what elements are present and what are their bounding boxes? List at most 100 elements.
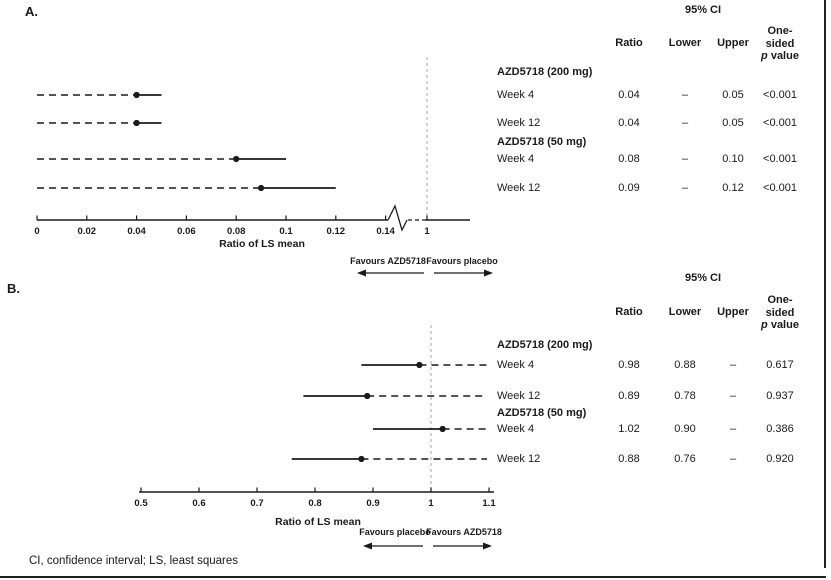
lower-value: – — [681, 89, 689, 101]
table-row: Week 12 0.88 0.76 – 0.920 — [497, 450, 829, 468]
one-sided-line2: sided — [765, 37, 795, 50]
lower-value: – — [681, 182, 689, 194]
row-label: Week 4 — [497, 359, 535, 371]
p-value: <0.001 — [763, 182, 797, 194]
abbreviations-footnote: CI, confidence interval; LS, least squar… — [29, 555, 239, 567]
group-name: AZD5718 (50 mg) — [497, 136, 587, 148]
p-italic: p — [761, 319, 768, 331]
p-value: <0.001 — [763, 89, 797, 101]
ratio-value: 0.89 — [618, 390, 640, 402]
svg-text:0.14: 0.14 — [376, 226, 395, 237]
row-label: Week 12 — [497, 453, 541, 465]
p-value: <0.001 — [763, 153, 797, 165]
lower-value: 0.78 — [674, 390, 696, 402]
p-italic: p — [761, 50, 768, 62]
svg-text:0.04: 0.04 — [127, 226, 146, 237]
ratio-value: 0.98 — [618, 359, 640, 371]
one-sided-line1: One- — [767, 294, 793, 306]
p-value: 0.920 — [766, 453, 794, 465]
x-axis-title-b: Ratio of LS mean — [275, 516, 361, 528]
favours-right-label-b: Favours AZD5718 — [426, 527, 502, 537]
table-group-header: AZD5718 (200 mg) — [497, 63, 829, 81]
row-label: Week 12 — [497, 182, 541, 194]
svg-text:0: 0 — [34, 226, 39, 237]
ratio-value: 1.02 — [618, 423, 640, 435]
svg-text:0.12: 0.12 — [327, 226, 346, 237]
ratio-column-header: Ratio — [615, 37, 643, 49]
row-label: Week 12 — [497, 117, 541, 129]
svg-text:1: 1 — [428, 498, 434, 509]
one-sided-p-column-header: One- sided p value — [749, 25, 811, 63]
group-name: AZD5718 (200 mg) — [497, 339, 593, 351]
table-row: Week 4 1.02 0.90 – 0.386 — [497, 420, 829, 438]
svg-text:0.9: 0.9 — [366, 498, 379, 509]
upper-value: – — [729, 453, 737, 465]
favours-right-label-a: Favours placebo — [426, 256, 498, 266]
one-sided-p-column-header: One- sided p value — [749, 294, 811, 332]
svg-text:1: 1 — [424, 226, 430, 237]
favours-left-label-b: Favours placebo — [359, 527, 431, 537]
svg-text:0.02: 0.02 — [78, 226, 97, 237]
panel-b-label: B. — [7, 281, 20, 296]
ratio-value: 0.09 — [618, 182, 640, 194]
table-row: Week 4 0.98 0.88 – 0.617 — [497, 356, 829, 374]
table-row: Week 4 0.04 – 0.05 <0.001 — [497, 86, 829, 104]
lower-value: 0.88 — [674, 359, 696, 371]
table-row: Week 4 0.08 – 0.10 <0.001 — [497, 150, 829, 168]
svg-text:0.06: 0.06 — [177, 226, 196, 237]
lower-value: 0.76 — [674, 453, 696, 465]
upper-column-header: Upper — [717, 306, 749, 318]
table-row: Week 12 0.89 0.78 – 0.937 — [497, 387, 829, 405]
p-rest: value — [767, 50, 799, 62]
lower-column-header: Lower — [668, 37, 702, 49]
row-label: Week 4 — [497, 89, 535, 101]
upper-value: – — [729, 359, 737, 371]
group-name: AZD5718 (200 mg) — [497, 66, 593, 78]
panel-a-table: 95% CI Ratio Lower Upper One- sided p va… — [497, 0, 829, 580]
lower-column-header: Lower — [668, 306, 702, 318]
lower-value: – — [681, 153, 689, 165]
svg-text:0.08: 0.08 — [227, 226, 246, 237]
upper-value: 0.05 — [722, 89, 744, 101]
favours-left-label-a: Favours AZD5718 — [350, 256, 426, 266]
row-label: Week 12 — [497, 390, 541, 402]
svg-text:0.6: 0.6 — [192, 498, 205, 509]
frame-bottom-border — [0, 576, 826, 578]
group-name: AZD5718 (50 mg) — [497, 407, 587, 419]
ci-95-header-a: 95% CI — [684, 4, 722, 16]
upper-value: 0.05 — [722, 117, 744, 129]
upper-value: – — [729, 423, 737, 435]
table-group-header: AZD5718 (200 mg) — [497, 336, 829, 354]
svg-text:0.1: 0.1 — [279, 226, 293, 237]
p-value: 0.386 — [766, 423, 794, 435]
lower-value: 0.90 — [674, 423, 696, 435]
table-row: Week 12 0.09 – 0.12 <0.001 — [497, 179, 829, 197]
svg-text:0.7: 0.7 — [250, 498, 263, 509]
column-header-row-b: Ratio Lower Upper — [497, 303, 829, 321]
svg-text:0.8: 0.8 — [308, 498, 321, 509]
panel-a-label: A. — [25, 4, 38, 19]
ci-95-header-b: 95% CI — [684, 272, 722, 284]
ratio-value: 0.04 — [618, 117, 640, 129]
table-group-header: AZD5718 (50 mg) — [497, 133, 829, 151]
ratio-column-header: Ratio — [615, 306, 643, 318]
p-value: <0.001 — [763, 117, 797, 129]
one-sided-line1: One- — [767, 25, 793, 37]
ratio-value: 0.04 — [618, 89, 640, 101]
frame-right-border — [824, 0, 826, 568]
p-value: 0.937 — [766, 390, 794, 402]
ratio-value: 0.08 — [618, 153, 640, 165]
upper-value: 0.12 — [722, 182, 744, 194]
upper-value: – — [729, 390, 737, 402]
svg-text:0.5: 0.5 — [134, 498, 148, 509]
row-label: Week 4 — [497, 153, 535, 165]
upper-column-header: Upper — [717, 37, 749, 49]
p-rest: value — [767, 319, 799, 331]
table-row: Week 12 0.04 – 0.05 <0.001 — [497, 114, 829, 132]
lower-value: – — [681, 117, 689, 129]
x-axis-title-a: Ratio of LS mean — [219, 238, 305, 250]
p-value: 0.617 — [766, 359, 794, 371]
column-header-row-a: Ratio Lower Upper — [497, 34, 829, 52]
